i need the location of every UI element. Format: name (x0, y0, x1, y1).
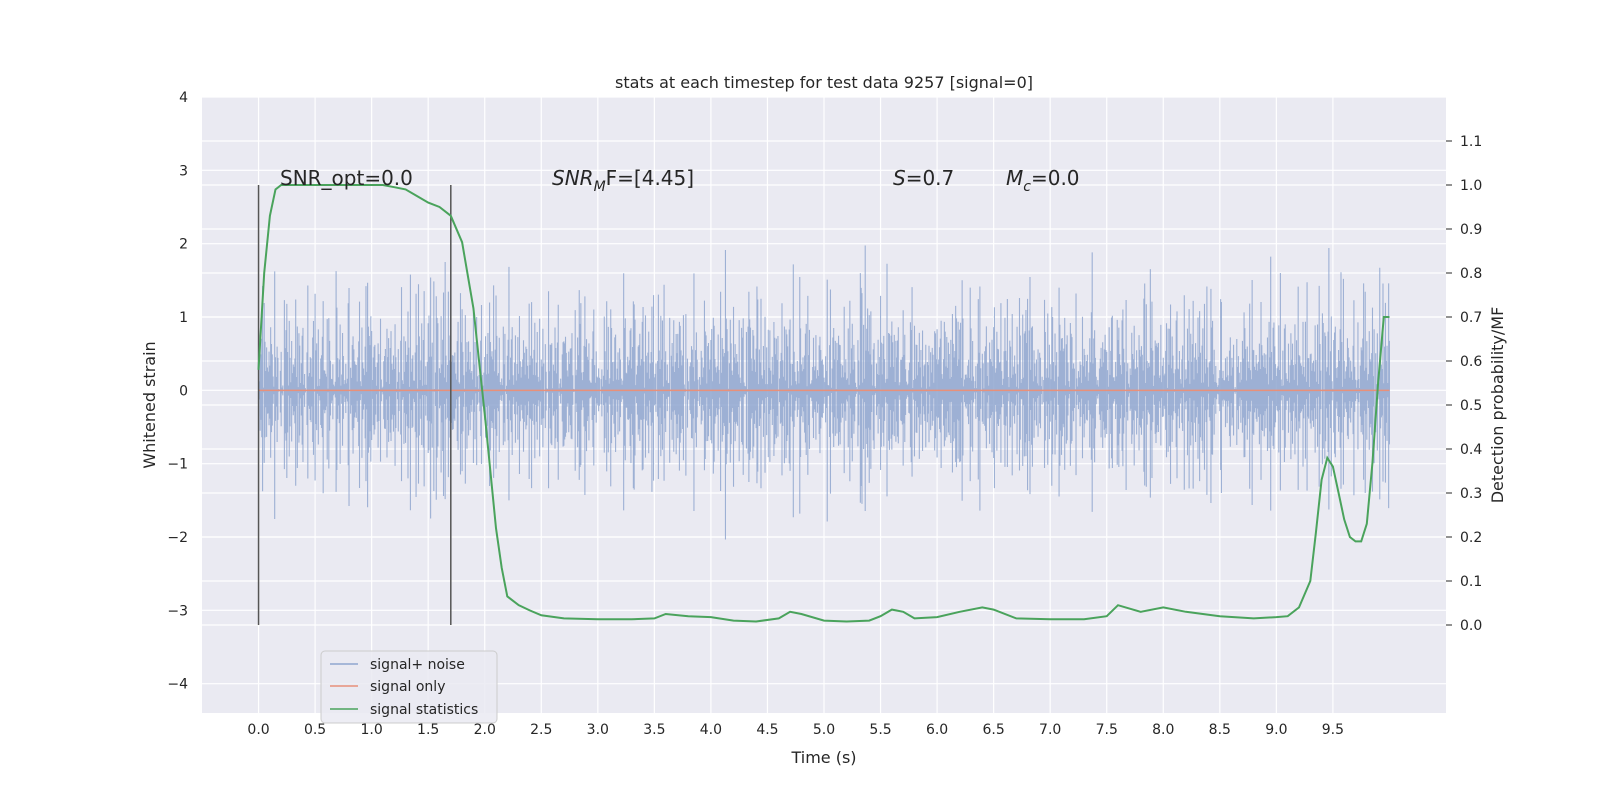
annotation-mc: Mc=0.0 (1006, 166, 1080, 195)
legend: signal+ noise signal only signal statist… (320, 650, 498, 724)
x-tick-label: 8.0 (1152, 722, 1174, 738)
y-right-tick-label: 1.1 (1460, 134, 1482, 150)
y-right-tick-label: 0.7 (1460, 310, 1482, 326)
x-tick-label: 1.0 (361, 722, 383, 738)
y-right-axis-label: Detection probability/MF (1488, 307, 1507, 504)
snr-mf-sub: M (594, 179, 606, 195)
x-tick-labels: 0.0 0.5 1.0 1.5 2.0 2.5 3.0 3.5 4.0 4.5 5.0 5.5 6.0 6… (247, 722, 1344, 738)
y-left-tick-label: 3 (179, 163, 188, 179)
x-tick-label: 3.5 (643, 722, 665, 738)
y-right-tick-label: 0.6 (1460, 354, 1482, 370)
y-left-tick-label: 1 (179, 310, 188, 326)
y-right-tick-label: 0.3 (1460, 486, 1482, 502)
x-tick-label: 6.0 (926, 722, 948, 738)
x-tick-label: 9.5 (1322, 722, 1344, 738)
y-left-tick-label: 4 (179, 90, 188, 106)
y-right-tick-label: 0.1 (1460, 574, 1482, 590)
x-axis-label: Time (s) (790, 748, 856, 767)
mc-main: M (1006, 166, 1023, 190)
x-tick-label: 4.0 (700, 722, 722, 738)
annotation-s: S=0.7 (893, 166, 954, 190)
x-tick-label: 6.5 (983, 722, 1005, 738)
x-tick-label: 3.0 (587, 722, 609, 738)
y-left-tick-labels: 4 3 2 1 0 −1 −2 −3 −4 (167, 90, 188, 693)
y-left-tick-label: −2 (167, 530, 188, 546)
mc-sub: c (1023, 179, 1031, 195)
legend-label-stats: signal statistics (370, 702, 478, 718)
legend-label-noise: signal+ noise (370, 657, 465, 673)
y-right-tick-label: 0.4 (1460, 442, 1482, 458)
y-right-tick-label: 0.2 (1460, 530, 1482, 546)
legend-box (320, 650, 498, 724)
y-right-tick-label: 1.0 (1460, 178, 1482, 194)
annotation-snr-mf: SNRMF=[4.45] (552, 166, 694, 195)
snr-mf-rest: F=[4.45] (606, 166, 694, 190)
x-tick-label: 0.5 (304, 722, 326, 738)
x-tick-label: 8.5 (1209, 722, 1231, 738)
vertical-markers (257, 185, 452, 625)
y-left-tick-label: 2 (179, 237, 188, 253)
y-right-tick-labels: 1.1 1.0 0.9 0.8 0.7 0.6 0.5 0.4 0.3 0.2 0.1 0.0 (1460, 134, 1482, 634)
x-tick-label: 1.5 (417, 722, 439, 738)
y-left-tick-label: 0 (179, 383, 188, 399)
s-italic: S (893, 166, 906, 190)
x-tick-label: 7.0 (1039, 722, 1061, 738)
y-left-tick-label: −3 (167, 603, 188, 619)
y-left-axis-label: Whitened strain (140, 341, 159, 468)
chart-title: stats at each timestep for test data 925… (615, 73, 1033, 92)
y-right-tick-label: 0.0 (1460, 618, 1482, 634)
x-tick-label: 7.5 (1096, 722, 1118, 738)
y-right-tick-label: 0.8 (1460, 266, 1482, 282)
x-tick-label: 9.0 (1265, 722, 1287, 738)
x-tick-label: 0.0 (247, 722, 269, 738)
y-left-tick-label: −4 (167, 677, 188, 693)
x-tick-label: 5.0 (813, 722, 835, 738)
s-rest: =0.7 (906, 166, 955, 190)
mc-rest: =0.0 (1031, 166, 1080, 190)
legend-label-signal-only: signal only (370, 679, 445, 695)
x-tick-label: 2.0 (474, 722, 496, 738)
y-left-tick-label: −1 (167, 457, 188, 473)
y-right-tick-label: 0.9 (1460, 222, 1482, 238)
x-tick-label: 2.5 (530, 722, 552, 738)
x-tick-label: 5.5 (869, 722, 891, 738)
annotation-snr-opt: SNR_opt=0.0 (280, 166, 413, 190)
x-tick-label: 4.5 (756, 722, 778, 738)
y-right-tick-label: 0.5 (1460, 398, 1482, 414)
signal-statistics-series (257, 184, 1390, 623)
snr-mf-main: SNR (552, 166, 594, 190)
